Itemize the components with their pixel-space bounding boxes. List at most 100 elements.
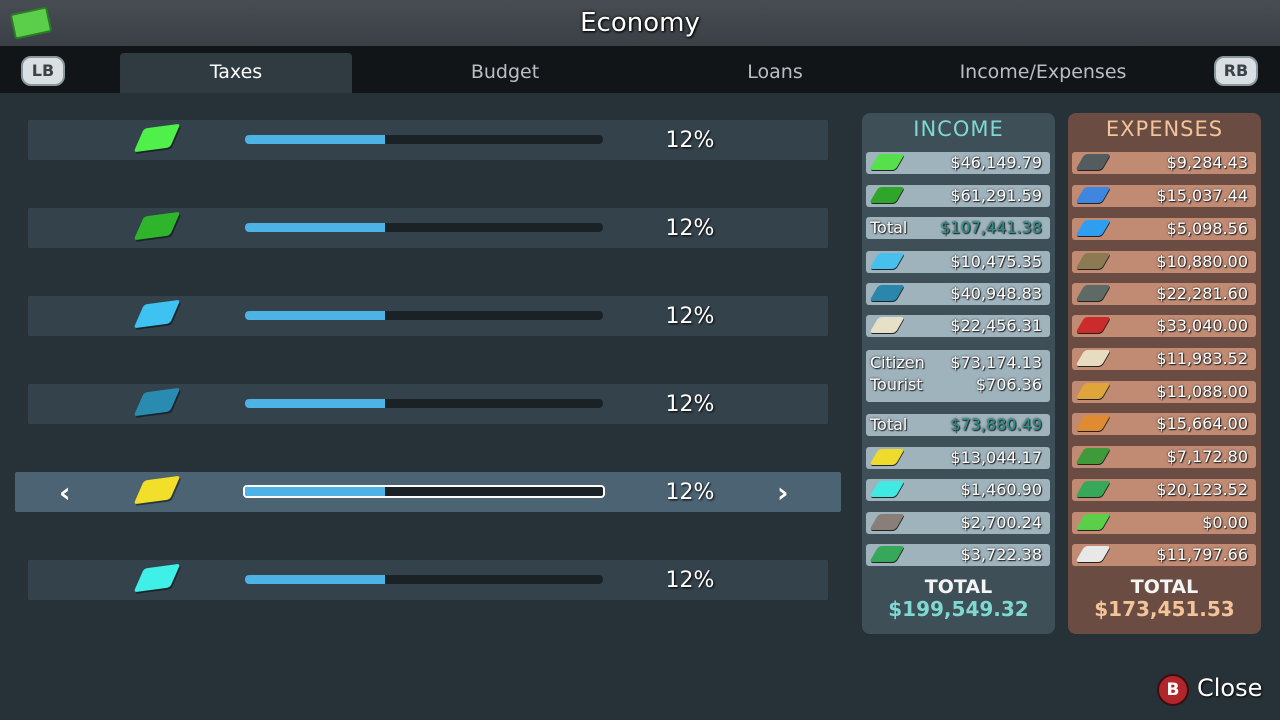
tax-row[interactable]: 12%	[28, 384, 828, 424]
row-icon	[1075, 154, 1111, 170]
tax-icon	[133, 563, 181, 593]
tax-rate: 12%	[665, 568, 715, 593]
tax-icon	[133, 211, 181, 241]
tax-row[interactable]: 12%	[28, 208, 828, 248]
title: Economy	[580, 8, 700, 38]
row-icon	[1075, 187, 1111, 203]
slider-fill	[245, 399, 385, 408]
subtotal-row: Total $73,880.49	[866, 414, 1050, 436]
income-split-row: Citizen $73,174.13 Tourist $706.36	[866, 350, 1050, 402]
row-value: $10,475.35	[950, 252, 1042, 271]
row-value: $706.36	[975, 375, 1042, 394]
close-label: Close	[1197, 674, 1263, 702]
value-row: $33,040.00	[1072, 315, 1256, 337]
row-icon	[869, 285, 905, 301]
tax-rate: 12%	[665, 304, 715, 329]
title-bar	[0, 0, 1280, 46]
value-row: $5,098.56	[1072, 218, 1256, 240]
subtotal-row: Total $107,441.38	[866, 217, 1050, 239]
row-value: $3,722.38	[960, 545, 1042, 564]
value-row: $11,983.52	[1072, 348, 1256, 370]
row-icon	[1075, 448, 1111, 464]
row-value: $9,284.43	[1166, 153, 1248, 172]
row-icon	[1075, 546, 1111, 562]
tax-slider[interactable]	[245, 399, 603, 408]
rb-button[interactable]: RB	[1214, 56, 1258, 86]
row-value: $73,174.13	[950, 353, 1042, 372]
row-label: Total	[870, 218, 908, 237]
row-value: $11,983.52	[1156, 349, 1248, 368]
tax-icon	[133, 387, 181, 417]
tab[interactable]: Budget	[470, 61, 540, 83]
value-row: $22,456.31	[866, 315, 1050, 337]
row-value: $61,291.59	[950, 186, 1042, 205]
row-icon	[1075, 415, 1111, 431]
tab[interactable]: Taxes	[120, 53, 352, 93]
row-value: $40,948.83	[950, 284, 1042, 303]
value-row: $0.00	[1072, 512, 1256, 534]
row-icon	[1075, 253, 1111, 269]
tax-row[interactable]: 12%	[28, 296, 828, 336]
panel-title: INCOME	[913, 117, 1004, 141]
value-row: $2,700.24	[866, 512, 1050, 534]
arrow-left[interactable]: ‹	[59, 476, 71, 509]
expenses-panel: EXPENSES $9,284.43 $15,037.44 $5,098.56 $10,…	[1068, 113, 1261, 634]
row-label: Total	[870, 415, 908, 434]
row-value: $15,037.44	[1156, 186, 1248, 205]
row-icon	[1075, 285, 1111, 301]
value-row: $46,149.79	[866, 152, 1050, 174]
row-icon	[1075, 481, 1111, 497]
row-value: $0.00	[1202, 513, 1248, 532]
row-value: $7,172.80	[1166, 447, 1248, 466]
row-icon	[869, 449, 905, 465]
row-label: Tourist	[870, 375, 923, 394]
value-row: $10,880.00	[1072, 251, 1256, 273]
total-value: $199,549.32	[888, 597, 1029, 621]
row-value: $15,664.00	[1156, 414, 1248, 433]
total-label: TOTAL	[1130, 576, 1199, 598]
row-icon	[869, 253, 905, 269]
row-value: $1,460.90	[960, 480, 1042, 499]
panel-title: EXPENSES	[1105, 117, 1224, 141]
value-row: $1,460.90	[866, 479, 1050, 501]
value-row: $61,291.59	[866, 185, 1050, 207]
tax-row[interactable]: 12%	[28, 120, 828, 160]
slider-fill	[245, 575, 385, 584]
tax-icon	[133, 299, 181, 329]
tax-row[interactable]: 12%	[28, 560, 828, 600]
row-icon	[869, 187, 905, 203]
row-value: $2,700.24	[960, 513, 1042, 532]
lb-button[interactable]: LB	[21, 56, 65, 86]
tax-slider[interactable]	[243, 485, 605, 498]
total-value: $173,451.53	[1094, 597, 1235, 621]
value-row: $7,172.80	[1072, 446, 1256, 468]
tab[interactable]: Loans	[747, 61, 803, 83]
row-label: Citizen	[870, 353, 925, 372]
tax-icon	[133, 123, 181, 153]
tax-slider[interactable]	[245, 135, 603, 144]
arrow-right[interactable]: ›	[777, 476, 789, 509]
row-value: $46,149.79	[950, 153, 1042, 172]
value-row: $11,088.00	[1072, 381, 1256, 403]
value-row: $15,037.44	[1072, 185, 1256, 207]
tax-slider[interactable]	[245, 575, 603, 584]
row-value: $22,456.31	[950, 316, 1042, 335]
slider-fill	[245, 223, 385, 232]
value-row: $10,475.35	[866, 251, 1050, 273]
row-icon	[869, 317, 905, 333]
tax-rate: 12%	[665, 128, 715, 153]
value-row: $40,948.83	[866, 283, 1050, 305]
tax-slider[interactable]	[245, 223, 603, 232]
row-icon	[1075, 317, 1111, 333]
tab[interactable]: Income/Expenses	[959, 61, 1127, 83]
row-icon	[869, 154, 905, 170]
tax-row[interactable]: 12% ‹ ›	[15, 472, 841, 512]
total-label: TOTAL	[924, 576, 993, 598]
row-value: $11,088.00	[1156, 382, 1248, 401]
row-icon	[869, 514, 905, 530]
tax-slider[interactable]	[245, 311, 603, 320]
row-icon	[869, 546, 905, 562]
row-value: $73,880.49	[950, 415, 1042, 434]
value-row: $20,123.52	[1072, 479, 1256, 501]
